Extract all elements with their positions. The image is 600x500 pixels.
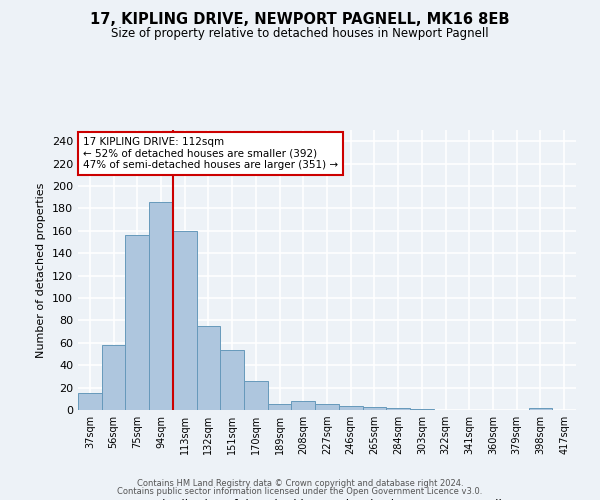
Bar <box>362 406 386 410</box>
Bar <box>386 408 410 410</box>
Bar <box>173 231 197 410</box>
Bar <box>410 409 434 410</box>
Bar <box>102 345 125 410</box>
Text: Contains public sector information licensed under the Open Government Licence v3: Contains public sector information licen… <box>118 487 482 496</box>
Text: 17, KIPLING DRIVE, NEWPORT PAGNELL, MK16 8EB: 17, KIPLING DRIVE, NEWPORT PAGNELL, MK16… <box>90 12 510 28</box>
Bar <box>292 401 315 410</box>
Bar <box>268 404 292 410</box>
Bar <box>315 404 339 410</box>
Y-axis label: Number of detached properties: Number of detached properties <box>37 182 46 358</box>
Bar <box>529 408 552 410</box>
Bar <box>220 350 244 410</box>
Bar <box>244 381 268 410</box>
Bar <box>78 393 102 410</box>
Bar <box>149 202 173 410</box>
Bar <box>125 236 149 410</box>
Text: Size of property relative to detached houses in Newport Pagnell: Size of property relative to detached ho… <box>111 28 489 40</box>
Bar <box>197 326 220 410</box>
Text: 17 KIPLING DRIVE: 112sqm
← 52% of detached houses are smaller (392)
47% of semi-: 17 KIPLING DRIVE: 112sqm ← 52% of detach… <box>83 137 338 170</box>
X-axis label: Distribution of detached houses by size in Newport Pagnell: Distribution of detached houses by size … <box>152 499 502 500</box>
Bar <box>339 406 362 410</box>
Text: Contains HM Land Registry data © Crown copyright and database right 2024.: Contains HM Land Registry data © Crown c… <box>137 478 463 488</box>
